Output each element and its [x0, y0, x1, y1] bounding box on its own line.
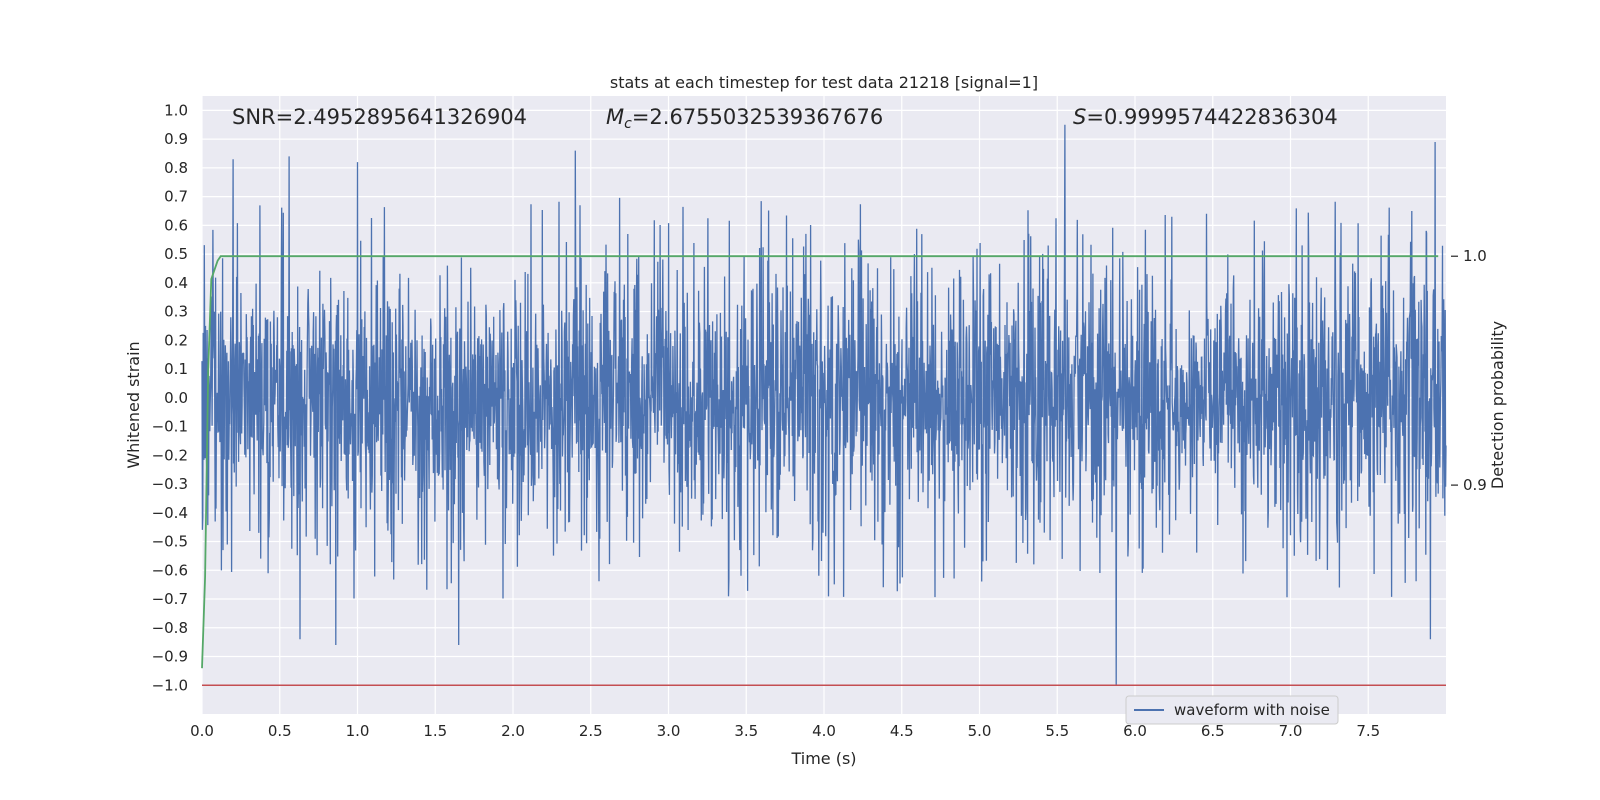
x-tick-label: 3.5 — [734, 722, 758, 740]
y2-tick-label: 1.0 — [1463, 247, 1487, 265]
x-tick-label: 4.0 — [812, 722, 836, 740]
x-tick-label: 5.5 — [1045, 722, 1069, 740]
x-tick-label: 6.5 — [1201, 722, 1225, 740]
y-tick-label: −0.7 — [152, 590, 188, 608]
y-tick-label: 0.0 — [164, 389, 188, 407]
legend-label: waveform with noise — [1174, 701, 1330, 719]
x-axis-label: Time (s) — [790, 749, 856, 768]
x-tick-label: 3.0 — [657, 722, 681, 740]
x-tick-label: 4.5 — [890, 722, 914, 740]
y-tick-label: 0.1 — [164, 360, 188, 378]
legend: waveform with noise — [1125, 695, 1339, 725]
y-tick-label: 0.9 — [164, 130, 188, 148]
y-tick-label: 1.0 — [164, 101, 188, 119]
x-tick-label: 7.0 — [1279, 722, 1303, 740]
y-tick-label: −0.2 — [152, 446, 188, 464]
y-axis-label: Whitened strain — [124, 341, 143, 468]
snr-annotation: SNR=2.4952895641326904 — [232, 105, 527, 129]
y-tick-label: 0.8 — [164, 159, 188, 177]
y-tick-label: −0.9 — [152, 648, 188, 666]
x-tick-label: 7.5 — [1356, 722, 1380, 740]
x-axis-ticks: 0.0 0.5 1.0 1.5 2.0 2.5 3.0 3.5 4.0 4.5 5.0 5.5 6.0 6… — [190, 722, 1380, 740]
y-tick-label: 0.4 — [164, 274, 188, 292]
y-tick-label: −0.1 — [152, 418, 188, 436]
y2-tick-label: 0.9 — [1463, 476, 1487, 494]
detection-stat-value: =0.9999574422836304 — [1086, 105, 1337, 129]
chirp-mass-value: =2.6755032539367676 — [632, 105, 883, 129]
y2-axis-ticks: 1.0 0.9 — [1451, 247, 1487, 494]
chirp-mass-subscript: c — [624, 116, 632, 132]
x-tick-label: 0.0 — [190, 722, 214, 740]
y-tick-label: 0.5 — [164, 245, 188, 263]
chirp-mass-symbol: M — [606, 105, 624, 129]
detection-stat-annotation: S=0.9999574422836304 — [1073, 105, 1338, 129]
detection-probability-line — [201, 255, 1439, 669]
waveform-line — [201, 124, 1447, 686]
x-tick-label: 1.0 — [346, 722, 370, 740]
y-axis-ticks: 1.0 0.9 0.8 0.7 0.6 0.5 0.4 0.3 0.2 0.1 0.0 −0.1 −0.… — [152, 101, 188, 694]
y-tick-label: −0.4 — [152, 504, 188, 522]
chart-title: stats at each timestep for test data 212… — [610, 73, 1038, 92]
x-tick-label: 2.0 — [501, 722, 525, 740]
y-tick-label: 0.6 — [164, 216, 188, 234]
y-tick-label: 0.3 — [164, 303, 188, 321]
waveform-series — [201, 124, 1447, 686]
x-tick-label: 6.0 — [1123, 722, 1147, 740]
x-tick-label: 2.5 — [579, 722, 603, 740]
detection-stat-symbol: S — [1073, 105, 1086, 129]
y-tick-label: 0.7 — [164, 188, 188, 206]
probability-series — [201, 255, 1439, 669]
x-tick-label: 5.0 — [968, 722, 992, 740]
y-tick-label: −0.5 — [152, 533, 188, 551]
chirp-mass-annotation: Mc=2.6755032539367676 — [606, 105, 883, 132]
x-tick-label: 0.5 — [268, 722, 292, 740]
y2-axis-label: Detection probability — [1488, 321, 1507, 489]
y-tick-label: −0.6 — [152, 561, 188, 579]
y-tick-label: 0.2 — [164, 331, 188, 349]
y-tick-label: −0.8 — [152, 619, 188, 637]
y-tick-label: −1.0 — [152, 676, 188, 694]
x-tick-label: 1.5 — [423, 722, 447, 740]
y-tick-label: −0.3 — [152, 475, 188, 493]
legend-box — [1125, 695, 1339, 725]
